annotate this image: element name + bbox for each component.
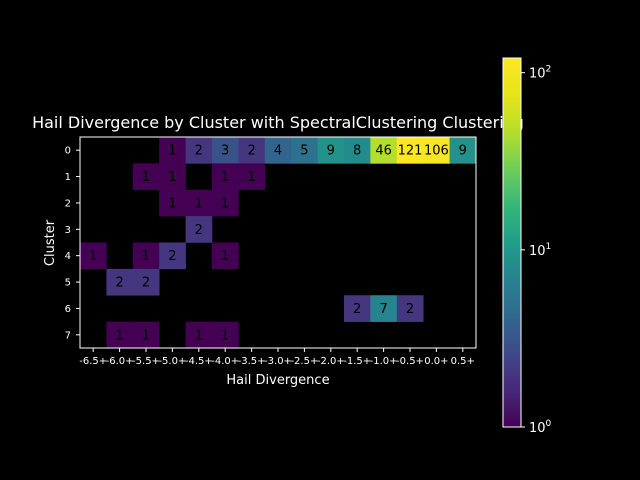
heatmap-cell [132, 321, 160, 349]
cell-value-label: 121 [398, 144, 423, 159]
x-tick-label: -5.5+ [132, 356, 160, 367]
cell-value-label: 106 [424, 144, 449, 159]
cell-value-label: 2 [195, 144, 203, 159]
x-tick-label: -4.0+ [211, 356, 239, 367]
cell-value-label: 4 [274, 144, 282, 159]
heatmap-cell [159, 163, 186, 191]
heatmap-cell [238, 137, 266, 164]
colorbar-tick-label: 102 [529, 65, 551, 82]
x-tick-label: -1.5+ [343, 356, 371, 367]
heatmap-cell [132, 163, 160, 191]
cell-value-label: 1 [142, 249, 150, 264]
cell-value-label: 3 [221, 144, 229, 159]
heatmap-cell [344, 295, 371, 322]
cell-value-label: 2 [168, 249, 176, 264]
heatmap-cell [370, 137, 398, 164]
heatmap-cell [291, 137, 318, 164]
x-tick-label: -5.0+ [158, 356, 186, 367]
heatmap-cell [106, 321, 134, 349]
cell-value-label: 1 [89, 249, 97, 264]
cell-value-label: 2 [353, 302, 361, 317]
cell-value-label: 9 [459, 144, 467, 159]
heatmap-cell [212, 242, 239, 270]
heatmap-cell [370, 295, 398, 322]
cell-value-label: 8 [353, 144, 361, 159]
heatmap-cell [344, 137, 371, 164]
plot-area: 1 2 3 2 4 5 9 8 46 121 106 91 1 1 11 1 121 1 2 12 22 7 21 1 1 1-6… [65, 136, 477, 367]
colorbar-tick-label: 101 [529, 242, 551, 259]
x-tick-label: 0.0+ [424, 356, 448, 367]
heatmap-cell [159, 137, 186, 164]
heatmap-cell [80, 242, 107, 270]
cell-value-label: 2 [247, 144, 255, 159]
cell-value-label: 2 [195, 223, 203, 238]
cell-value-label: 1 [221, 249, 229, 264]
heatmap-cell [396, 295, 424, 322]
cell-value-label: 1 [221, 196, 229, 211]
cell-value-label: 1 [168, 144, 176, 159]
heatmap-cell [159, 242, 186, 270]
heatmap-cell [185, 321, 213, 349]
cell-value-label: 1 [168, 170, 176, 185]
y-tick-label: 2 [65, 198, 71, 209]
y-tick-label: 1 [65, 172, 71, 183]
heatmap-cell [317, 137, 345, 164]
heatmap-cell [132, 268, 160, 296]
colorbar: 100 101 102 [502, 57, 552, 436]
cell-value-label: 1 [221, 328, 229, 343]
colorbar-tick-label: 100 [529, 419, 552, 436]
x-tick-label: 0.5+ [451, 356, 475, 367]
cell-value-label: 1 [221, 170, 229, 185]
heatmap-cell [159, 189, 186, 217]
x-tick-label: -3.0+ [264, 356, 292, 367]
x-tick-label: -3.5+ [238, 356, 266, 367]
x-axis-label: Hail Divergence [226, 373, 329, 388]
heatmap-cell [185, 189, 213, 217]
cell-value-label: 7 [379, 302, 387, 317]
cell-value-label: 1 [168, 196, 176, 211]
x-tick-label: -0.5+ [396, 356, 424, 367]
y-tick-label: 3 [65, 225, 71, 236]
heatmap-cell [212, 137, 239, 164]
heatmap-cell [449, 137, 477, 164]
heatmap-cell [264, 137, 292, 164]
x-tick-label: -4.5+ [185, 356, 213, 367]
y-tick-label: 7 [65, 330, 71, 341]
cell-value-label: 1 [195, 328, 203, 343]
heatmap-cell [396, 137, 424, 164]
heatmap-cell [106, 268, 134, 296]
cell-value-label: 1 [247, 170, 255, 185]
y-tick-label: 6 [65, 304, 71, 315]
y-tick-label: 4 [65, 251, 71, 262]
heatmap-cell [238, 163, 266, 191]
heatmap-cell [212, 189, 239, 217]
heatmap-cell [132, 242, 160, 270]
heatmap-cell [212, 163, 239, 191]
cell-value-label: 2 [142, 276, 150, 291]
x-tick-label: -1.0+ [370, 356, 398, 367]
heatmap-cell [185, 216, 213, 243]
colorbar-gradient [502, 57, 522, 428]
y-tick-label: 0 [65, 146, 71, 157]
cell-value-label: 5 [300, 144, 308, 159]
heatmap-cell [423, 137, 450, 164]
x-tick-label: -2.0+ [317, 356, 345, 367]
cell-value-label: 1 [142, 328, 150, 343]
cell-value-label: 1 [195, 196, 203, 211]
cell-value-label: 2 [115, 276, 123, 291]
cell-value-label: 9 [327, 144, 335, 159]
y-axis-label: Cluster [43, 219, 58, 266]
cell-value-label: 1 [115, 328, 123, 343]
cell-value-label: 1 [142, 170, 150, 185]
cell-value-label: 2 [406, 302, 414, 317]
cell-value-label: 46 [375, 144, 392, 159]
heatmap-cell [212, 321, 239, 349]
x-tick-label: -6.0+ [106, 356, 134, 367]
heatmap-cell [185, 137, 213, 164]
x-tick-label: -6.5+ [79, 356, 107, 367]
chart-title: Hail Divergence by Cluster with Spectral… [32, 113, 524, 132]
y-tick-label: 5 [65, 278, 71, 289]
x-tick-label: -2.5+ [290, 356, 318, 367]
